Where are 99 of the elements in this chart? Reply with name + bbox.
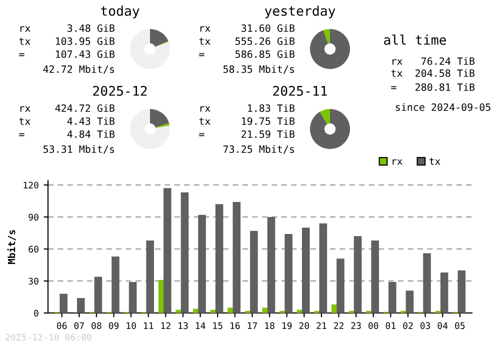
x-tick-label: 09 (108, 322, 119, 330)
bar (302, 228, 310, 313)
legend-label: tx (430, 158, 440, 165)
x-tick-label: 07 (74, 322, 84, 330)
text: = 107.43 GiB (19, 50, 115, 58)
text: 53.31 Mbit/s (43, 145, 114, 154)
text: 73.25 Mbit/s (223, 145, 294, 154)
bar (267, 216, 276, 313)
y-tick-label: 90 (28, 214, 38, 221)
x-tick-label: 19 (282, 322, 292, 330)
x-tick-label: 03 (420, 322, 430, 330)
text: 42.72 Mbit/s (43, 65, 114, 74)
text: rx 1.83 TiB (200, 104, 295, 112)
bar (158, 280, 164, 313)
donut-slice (130, 109, 170, 149)
donut-slice (320, 109, 330, 124)
text: 58.35 Mbit/s (223, 65, 294, 74)
donut-slice (310, 109, 350, 149)
text: = 21.59 TiB (199, 130, 295, 138)
donut-slice (155, 41, 169, 47)
x-tick-label: 06 (56, 322, 67, 330)
text: tx 555.26 GiB (199, 37, 295, 45)
text: tx 4.43 TiB (19, 117, 115, 125)
text: rx 31.60 GiB (200, 24, 295, 32)
bar (284, 234, 292, 313)
text: all time (384, 34, 446, 45)
text: = 4.84 TiB (19, 130, 115, 138)
x-tick-label: 00 (368, 322, 378, 330)
x-tick-label: 16 (230, 322, 240, 330)
y-tick-label: 30 (28, 278, 38, 285)
donut-slice (155, 123, 170, 128)
x-tick-label: 01 (386, 322, 396, 330)
chart-title: 2025-11 (273, 86, 327, 96)
bar (371, 240, 379, 313)
text: tx 19.75 TiB (199, 117, 295, 125)
bar (319, 223, 328, 313)
bar (198, 214, 206, 313)
bar (146, 240, 154, 313)
y-axis-title: Mbit/s (7, 230, 16, 264)
donut-slice (150, 109, 170, 128)
chart-title: 2025-12 (93, 86, 147, 96)
bar (354, 236, 362, 313)
chart-title: yesterday (264, 6, 336, 18)
x-tick-label: 18 (265, 322, 274, 330)
donut-slice (323, 29, 330, 44)
bar (112, 256, 120, 313)
y-tick-label: 120 (24, 182, 38, 189)
bar (180, 192, 189, 313)
text: tx 204.58 TiB (391, 69, 475, 77)
bar (210, 310, 216, 313)
text: tx 103.95 GiB (19, 37, 115, 45)
bar (336, 258, 344, 313)
text: = 280.81 TiB (391, 83, 475, 91)
bar (296, 310, 302, 313)
legend-label: rx (392, 159, 402, 165)
x-tick-label: 15 (213, 322, 222, 330)
x-tick-label: 04 (438, 322, 448, 330)
bar (250, 230, 258, 313)
x-tick-label: 10 (126, 322, 136, 330)
x-tick-label: 08 (92, 322, 102, 330)
x-tick-label: 17 (248, 322, 257, 329)
donut-slice (130, 29, 170, 69)
bar (262, 308, 268, 313)
x-tick-label: 11 (144, 322, 154, 329)
bar (440, 272, 448, 313)
bar (193, 308, 198, 313)
bar (164, 188, 172, 313)
bar (176, 310, 181, 313)
x-tick-label: 12 (161, 322, 170, 329)
x-tick-label: 14 (196, 322, 206, 329)
text: rx 424.72 GiB (20, 104, 115, 112)
x-tick-label: 05 (455, 322, 465, 330)
bar (94, 276, 102, 313)
x-tick-label: 13 (178, 322, 188, 330)
bar (458, 270, 466, 313)
donut-slice (150, 29, 168, 47)
x-tick-label: 02 (403, 322, 413, 330)
bar (406, 290, 414, 313)
text: = 586.85 GiB (199, 50, 295, 58)
bar (388, 282, 396, 313)
x-tick-label: 22 (334, 322, 344, 329)
y-tick-label: 0 (34, 310, 38, 317)
donut-slice (310, 29, 350, 69)
bar (331, 304, 337, 313)
x-tick-label: 23 (351, 322, 361, 330)
text: since 2024-09-05 (396, 103, 490, 111)
bar (60, 294, 68, 313)
y-tick-label: 60 (28, 246, 38, 253)
text: rx 76.24 TiB (392, 57, 475, 65)
bar (423, 253, 431, 313)
bar (215, 204, 224, 313)
bar (128, 282, 137, 313)
text: rx 3.48 GiB (20, 24, 115, 32)
bar (76, 298, 85, 313)
x-tick-label: 21 (316, 322, 326, 329)
x-tick-label: 20 (299, 322, 309, 330)
chart-title: today (100, 6, 140, 18)
bar (232, 202, 241, 313)
bar (228, 308, 233, 313)
